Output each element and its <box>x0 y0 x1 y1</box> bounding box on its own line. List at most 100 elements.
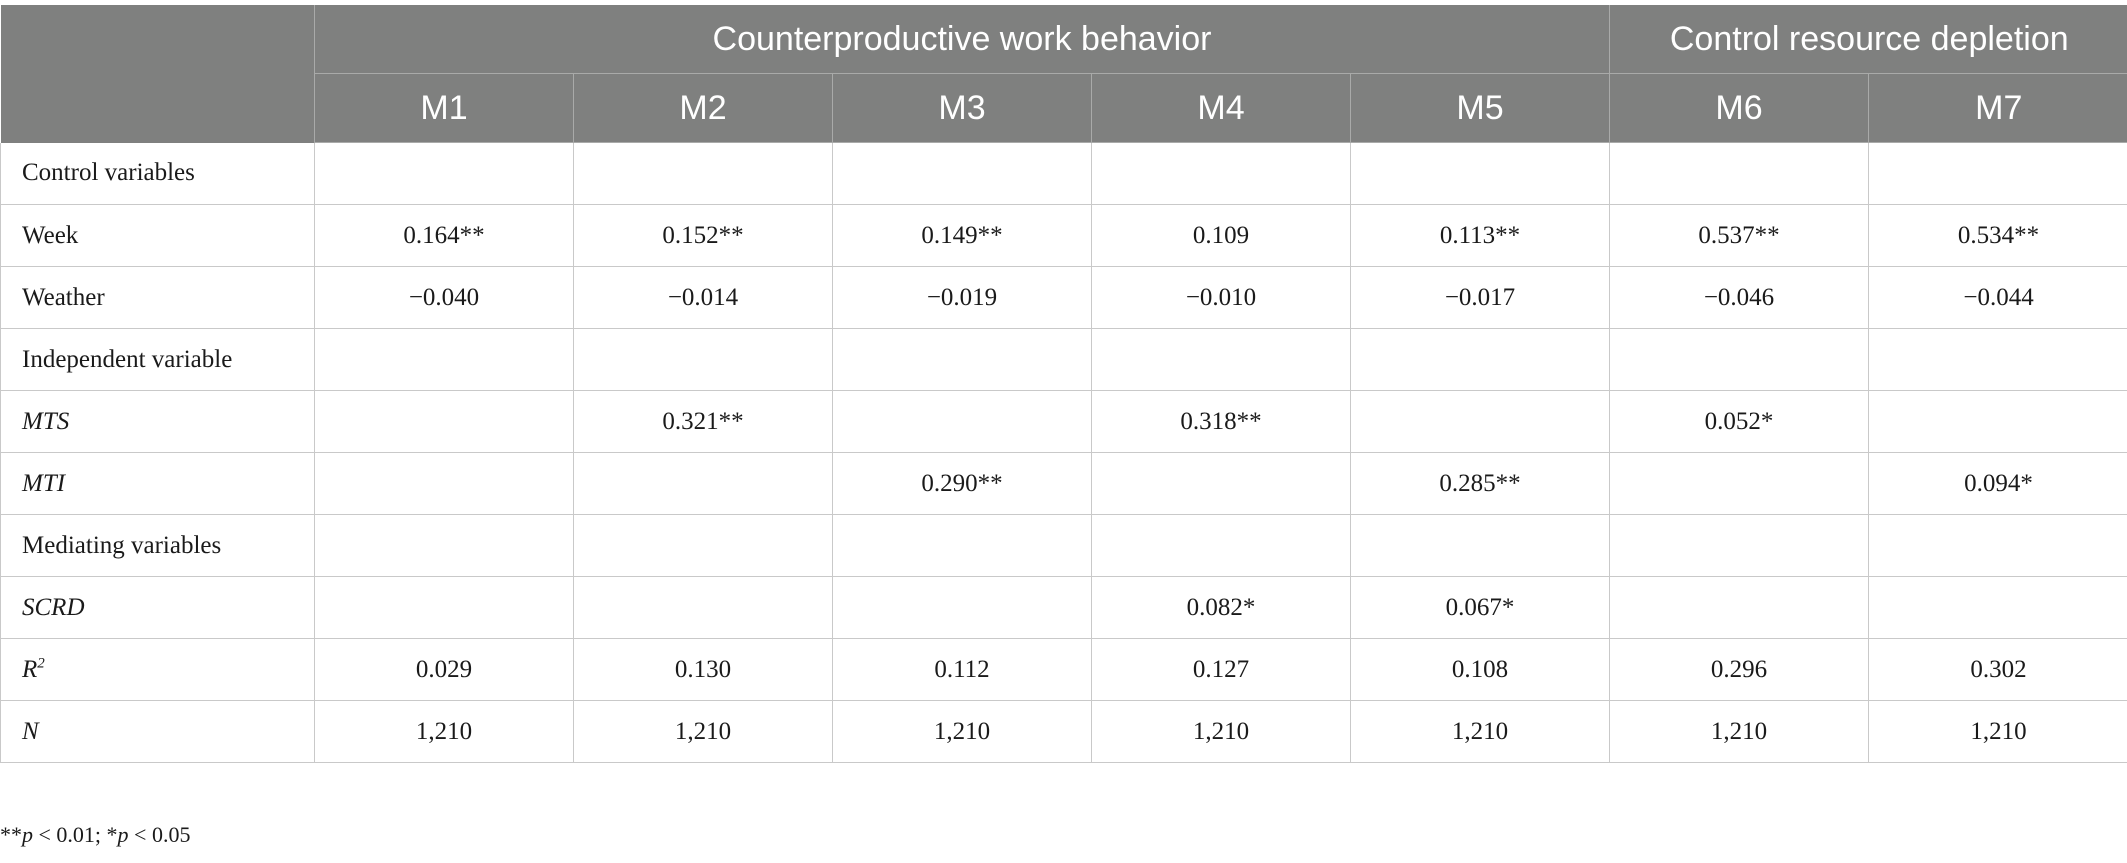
header-model-m6: M6 <box>1609 73 1870 143</box>
table-cell-m2 <box>573 328 833 391</box>
table-cell-m6 <box>1609 142 1870 205</box>
table-row: R2 0.029 0.130 0.112 0.127 0.108 0.296 0.302 <box>0 638 2127 701</box>
footnote-stars-double: ** <box>0 822 22 847</box>
row-label-text: Independent variable <box>22 345 233 373</box>
row-label: Independent variable <box>0 328 315 391</box>
table-cell-m4 <box>1091 142 1351 205</box>
table-cell-m4: 0.082* <box>1091 576 1351 639</box>
table-cell-m3 <box>832 390 1092 453</box>
table-cell-m2: 0.152** <box>573 204 833 267</box>
table-cell-m2 <box>573 514 833 577</box>
table-cell-m7: 0.094* <box>1868 452 2127 515</box>
table-cell-m4: 0.318** <box>1091 390 1351 453</box>
table-cell-m3 <box>832 514 1092 577</box>
header-model-m4: M4 <box>1091 73 1351 143</box>
header-corner-cell <box>0 5 315 143</box>
table-cell-m7: 0.534** <box>1868 204 2127 267</box>
footnote-p-symbol: p <box>117 822 129 847</box>
table-cell-m3 <box>832 142 1092 205</box>
table-cell-m1: 0.029 <box>314 638 574 701</box>
footnote-stars-single: * <box>106 822 118 847</box>
table-row: SCRD 0.082* 0.067* <box>0 576 2127 639</box>
table-cell-m5: −0.017 <box>1350 266 1611 329</box>
row-label: N <box>0 700 315 763</box>
table-body: Control variables Week 0.164** 0.152** 0.149… <box>0 142 2127 763</box>
row-label: Mediating variables <box>0 514 315 577</box>
row-label: MTI <box>0 452 315 515</box>
table-cell-m2 <box>573 452 833 515</box>
header-model-m3: M3 <box>832 73 1092 143</box>
header-model-m5: M5 <box>1350 73 1611 143</box>
table-cell-m4: 1,210 <box>1091 700 1351 763</box>
table-cell-m6 <box>1609 576 1870 639</box>
table-cell-m1: −0.040 <box>314 266 574 329</box>
table-cell-m6 <box>1609 328 1870 391</box>
table-cell-m1 <box>314 390 574 453</box>
table-cell-m2 <box>573 142 833 205</box>
table-cell-m5 <box>1350 328 1611 391</box>
row-label-text: Control variables <box>22 159 195 187</box>
row-label: Weather <box>0 266 315 329</box>
table-cell-m3: 1,210 <box>832 700 1092 763</box>
table-row: Control variables <box>0 142 2127 205</box>
table-cell-m3: 0.112 <box>832 638 1092 701</box>
row-label-superscript: 2 <box>37 655 45 672</box>
table-cell-m7: 0.302 <box>1868 638 2127 701</box>
table-cell-m1 <box>314 142 574 205</box>
table-cell-m5 <box>1350 142 1611 205</box>
row-label-text: N <box>22 717 39 745</box>
header-group-control-resource-depletion: Control resource depletion <box>1609 5 2127 74</box>
table-cell-m7 <box>1868 514 2127 577</box>
table-cell-m1 <box>314 452 574 515</box>
table-cell-m7 <box>1868 576 2127 639</box>
table-cell-m1: 0.164** <box>314 204 574 267</box>
table-row: Mediating variables <box>0 514 2127 577</box>
table-header: Counterproductive work behavior Control … <box>0 5 2127 143</box>
table-cell-m5: 0.067* <box>1350 576 1611 639</box>
table-cell-m3 <box>832 576 1092 639</box>
footnote-p-symbol: p <box>22 822 33 847</box>
table-cell-m7: 1,210 <box>1868 700 2127 763</box>
table-cell-m6: 1,210 <box>1609 700 1870 763</box>
table-cell-m1 <box>314 514 574 577</box>
table-cell-m5: 1,210 <box>1350 700 1611 763</box>
table-cell-m7: −0.044 <box>1868 266 2127 329</box>
table-cell-m5: 0.108 <box>1350 638 1611 701</box>
table-cell-m1 <box>314 328 574 391</box>
table-row: N 1,210 1,210 1,210 1,210 1,210 1,210 1,210 <box>0 700 2127 763</box>
table-cell-m6: 0.052* <box>1609 390 1870 453</box>
table-cell-m3: −0.019 <box>832 266 1092 329</box>
row-label-text: Mediating variables <box>22 531 222 559</box>
table-cell-m4 <box>1091 514 1351 577</box>
row-label-text: Weather <box>22 283 105 311</box>
table-cell-m3: 0.149** <box>832 204 1092 267</box>
row-label-text: MTI <box>22 469 66 497</box>
table-cell-m7 <box>1868 142 2127 205</box>
header-group-counterproductive-work-behavior: Counterproductive work behavior <box>314 5 1611 74</box>
footnote-condition-001: < 0.01; <box>33 822 107 847</box>
table-cell-m6: 0.296 <box>1609 638 1870 701</box>
table-cell-m5: 0.285** <box>1350 452 1611 515</box>
table-row: Week 0.164** 0.152** 0.149** 0.109 0.113** 0.5… <box>0 204 2127 267</box>
row-label-text: MTS <box>22 407 70 435</box>
table-cell-m6 <box>1609 452 1870 515</box>
table-row: MTI 0.290** 0.285** 0.094* <box>0 452 2127 515</box>
table-cell-m6: 0.537** <box>1609 204 1870 267</box>
table-cell-m5: 0.113** <box>1350 204 1611 267</box>
row-label-text: SCRD <box>22 593 85 621</box>
row-label: SCRD <box>0 576 315 639</box>
table-cell-m2: −0.014 <box>573 266 833 329</box>
table-cell-m5 <box>1350 514 1611 577</box>
regression-table: Counterproductive work behavior Control … <box>0 5 2127 763</box>
table-cell-m2: 0.321** <box>573 390 833 453</box>
table-cell-m2 <box>573 576 833 639</box>
footnote-condition-005: < 0.05 <box>128 822 191 847</box>
table-cell-m4: 0.127 <box>1091 638 1351 701</box>
table-cell-m7 <box>1868 328 2127 391</box>
header-model-m1: M1 <box>314 73 574 143</box>
table-cell-m4: −0.010 <box>1091 266 1351 329</box>
row-label: Week <box>0 204 315 267</box>
table-cell-m4 <box>1091 452 1351 515</box>
table-cell-m7 <box>1868 390 2127 453</box>
row-label: Control variables <box>0 142 315 205</box>
